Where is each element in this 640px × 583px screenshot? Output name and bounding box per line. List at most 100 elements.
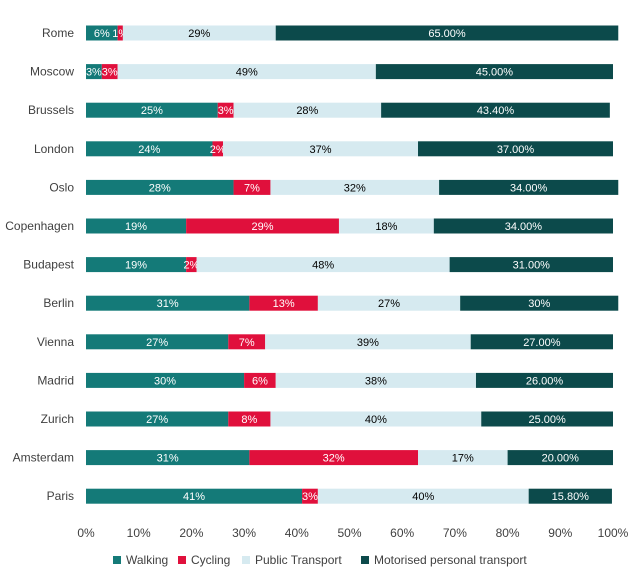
x-tick-label: 40% — [285, 526, 309, 540]
bar-segment — [86, 218, 187, 234]
data-label: 32% — [344, 182, 366, 194]
bar-segment — [528, 488, 612, 504]
data-label: 45.00% — [476, 67, 514, 79]
x-tick-label: 60% — [390, 526, 414, 540]
data-label: 38% — [365, 375, 387, 387]
category-label: Rome — [42, 26, 74, 40]
data-label: 65.00% — [428, 28, 466, 40]
data-label: 27% — [146, 337, 168, 349]
bar-segment — [249, 295, 318, 311]
category-label: Paris — [47, 489, 74, 503]
data-label: 19% — [125, 260, 147, 272]
x-tick-label: 0% — [77, 526, 95, 540]
data-label: 8% — [241, 414, 257, 426]
data-label: 25.00% — [528, 414, 566, 426]
category-label: Amsterdam — [13, 451, 74, 465]
bar-segment — [223, 141, 419, 157]
data-label: 3% — [218, 105, 234, 117]
bar-segment — [302, 488, 318, 504]
bar-segment — [86, 295, 250, 311]
bar-segment — [249, 450, 419, 466]
bar-segment — [86, 179, 234, 195]
bar-segment — [418, 141, 613, 157]
category-label: London — [34, 142, 74, 156]
bar-segment — [86, 102, 218, 118]
bar-segment — [117, 25, 123, 41]
bar-segment — [86, 257, 187, 273]
x-tick-label: 80% — [496, 526, 520, 540]
x-tick-label: 10% — [127, 526, 151, 540]
bar-segment — [433, 218, 613, 234]
bar-segment — [212, 141, 224, 157]
category-label: Berlin — [43, 296, 74, 310]
data-label: 3% — [302, 491, 318, 503]
bar-segment — [338, 218, 434, 234]
data-label: 29% — [252, 221, 274, 233]
bar-segment — [86, 141, 213, 157]
bar-segment — [86, 450, 250, 466]
legend-label: Motorised personal transport — [374, 553, 527, 567]
category-label: Vienna — [37, 335, 74, 349]
bar-segment — [196, 257, 450, 273]
bar-segment — [375, 64, 613, 80]
bar-segment — [186, 257, 197, 273]
data-label: 28% — [149, 182, 171, 194]
category-label: Zurich — [41, 412, 74, 426]
data-label: 26.00% — [526, 375, 564, 387]
data-label: 19% — [125, 221, 147, 233]
bar-segment — [86, 411, 229, 427]
legend-swatch — [361, 556, 369, 564]
data-label: 15.80% — [552, 491, 590, 503]
data-label: 30% — [528, 298, 550, 310]
data-label: 31.00% — [513, 260, 551, 272]
category-label: Brussels — [28, 103, 74, 117]
bar-segment — [233, 179, 271, 195]
legend-label: Cycling — [191, 553, 230, 567]
x-tick-label: 20% — [179, 526, 203, 540]
x-axis: 0% 10% 20% 30% 40% 50% 60% 70% 80% 90% 100% — [77, 526, 628, 540]
data-label: 3% — [86, 67, 102, 79]
category-label: Budapest — [23, 258, 74, 272]
data-label: 6% — [94, 28, 110, 40]
bar-segment — [475, 372, 613, 388]
data-label: 20.00% — [542, 453, 580, 465]
data-label: 7% — [244, 182, 260, 194]
x-tick-label: 100% — [598, 526, 629, 540]
x-tick-label: 30% — [232, 526, 256, 540]
legend: Walking Cycling Public Transport Motorised … — [113, 553, 527, 567]
bar-segment — [86, 488, 303, 504]
category-label: Oslo — [49, 180, 74, 194]
bar-segment — [86, 372, 245, 388]
bar-segment — [481, 411, 613, 427]
data-label: 2% — [183, 260, 199, 272]
data-label: 27.00% — [523, 337, 561, 349]
bar-segment — [86, 25, 118, 41]
data-label: 27% — [378, 298, 400, 310]
bar-segment — [449, 257, 613, 273]
bar-segment — [507, 450, 613, 466]
data-label: 40% — [365, 414, 387, 426]
bar-segment — [275, 25, 619, 41]
bar-segment — [418, 450, 508, 466]
bar-segment — [122, 25, 276, 41]
bar-segment — [270, 411, 482, 427]
bars-group: 6% 1% 29% 65.00%3% 3% 49% 45.00%25% 3% 28% 43.40%… — [86, 25, 619, 504]
data-label: 43.40% — [477, 105, 515, 117]
data-label: 48% — [312, 260, 334, 272]
data-label: 39% — [357, 337, 379, 349]
bar-segment — [244, 372, 276, 388]
category-label: Madrid — [37, 373, 74, 387]
legend-label: Walking — [126, 553, 168, 567]
x-tick-label: 50% — [337, 526, 361, 540]
bar-segment — [317, 488, 529, 504]
data-label: 40% — [412, 491, 434, 503]
legend-swatch — [178, 556, 186, 564]
bar-segment — [381, 102, 610, 118]
data-label: 27% — [146, 414, 168, 426]
data-label: 3% — [102, 67, 118, 79]
data-label: 6% — [252, 375, 268, 387]
data-label: 34.00% — [510, 182, 548, 194]
bar-segment — [86, 334, 229, 350]
legend-swatch — [242, 556, 250, 564]
